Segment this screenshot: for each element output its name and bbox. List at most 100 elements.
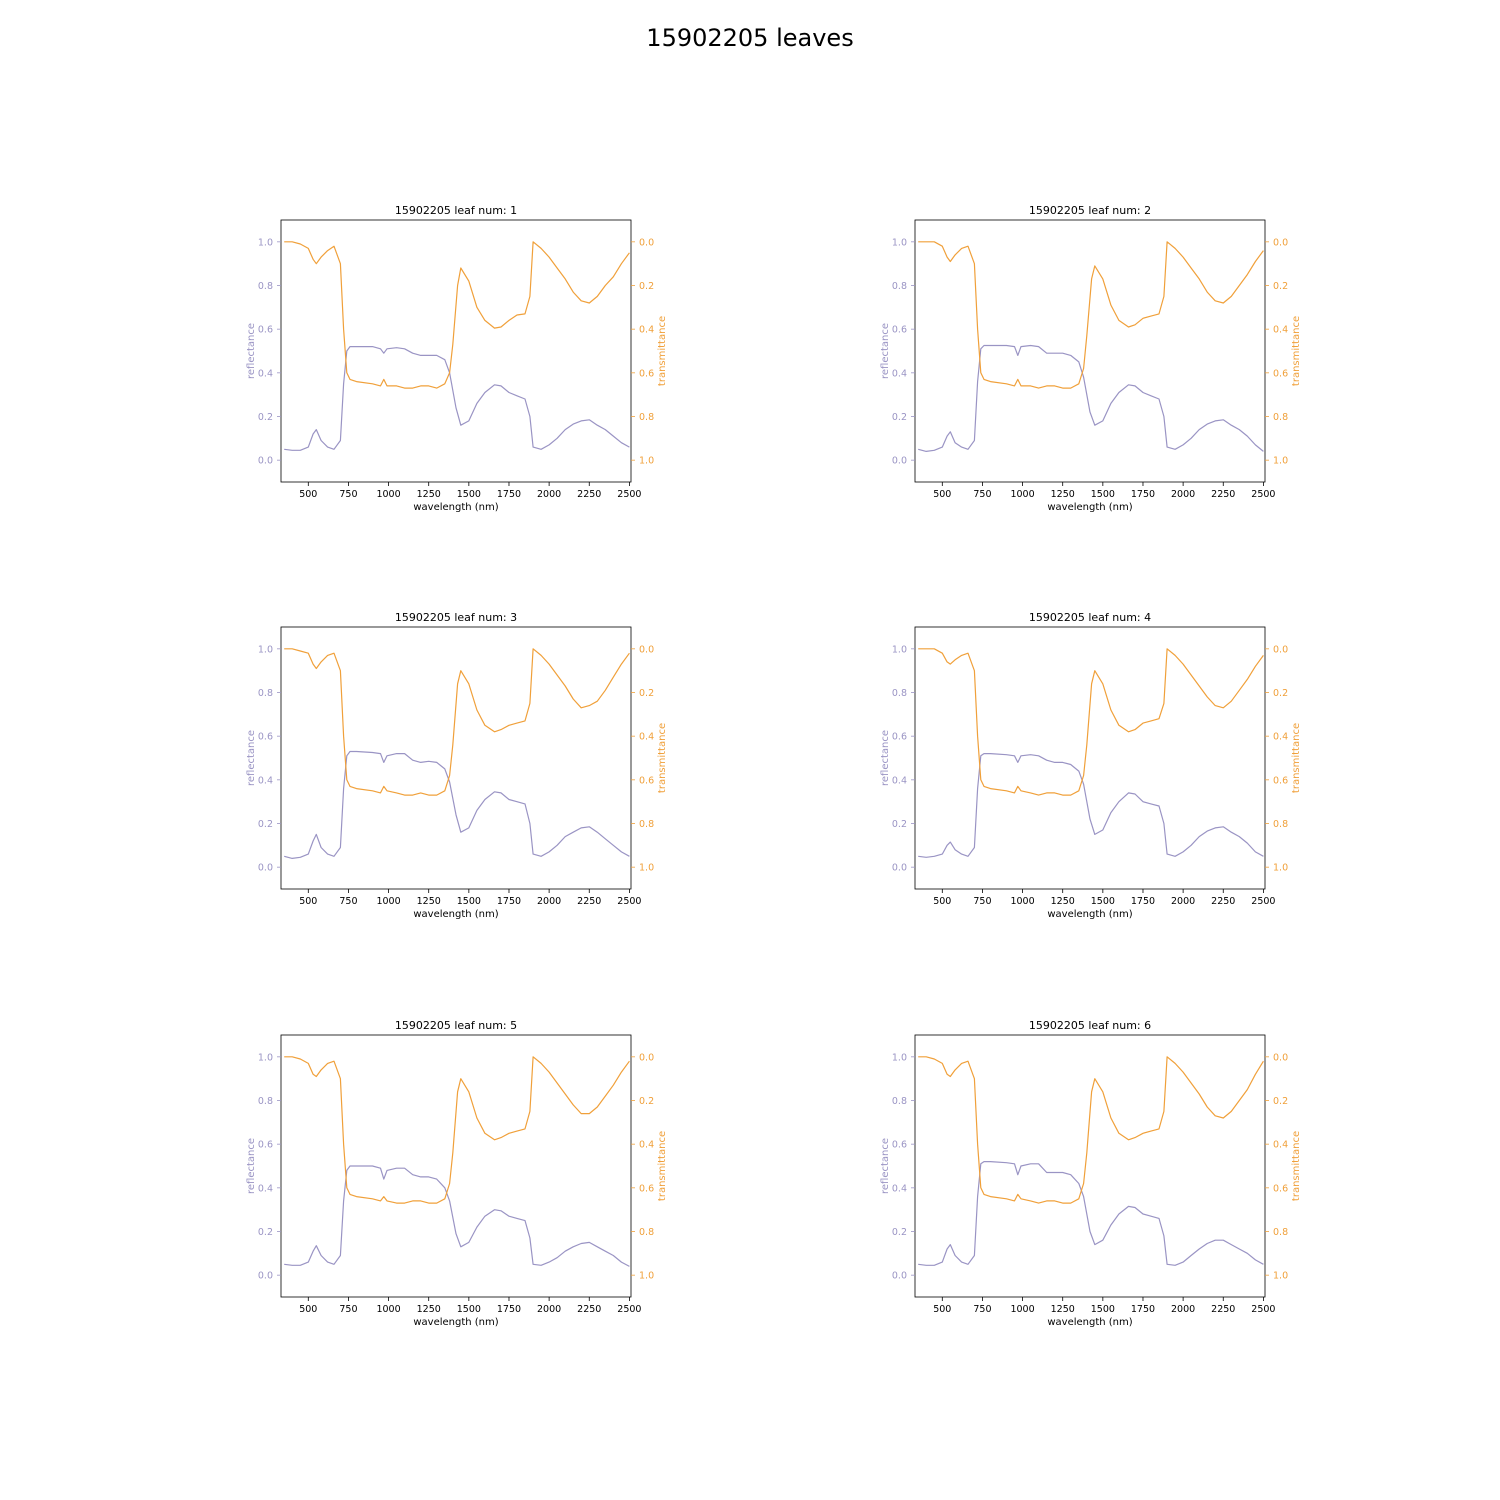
y-left-tick-label: 1.0 (258, 237, 273, 248)
x-axis-label: wavelength (nm) (413, 502, 498, 513)
x-tick-label: 1250 (1051, 1304, 1075, 1315)
y-right-tick-label: 0.6 (639, 1183, 654, 1194)
y-left-tick-label: 1.0 (258, 644, 273, 655)
y-left-tick-label: 1.0 (892, 644, 907, 655)
y-left-axis-label: reflectance (880, 730, 891, 786)
y-left-tick-label: 0.8 (258, 1096, 273, 1107)
x-tick-label: 500 (299, 1304, 317, 1315)
panel-title: 15902205 leaf num: 5 (395, 1019, 517, 1032)
panel-title: 15902205 leaf num: 2 (1029, 204, 1151, 217)
y-left-tick-label: 0.0 (892, 456, 907, 467)
y-left-tick-label: 0.0 (258, 1271, 273, 1282)
x-tick-label: 2000 (537, 896, 561, 907)
x-tick-label: 1250 (417, 896, 441, 907)
y-right-axis-label: transmittance (657, 1131, 668, 1201)
x-tick-label: 1000 (376, 489, 400, 500)
x-tick-label: 1750 (1131, 489, 1155, 500)
x-tick-label: 2250 (577, 896, 601, 907)
y-left-axis-label: reflectance (880, 323, 891, 379)
x-tick-label: 1000 (376, 1304, 400, 1315)
y-right-axis-label: transmittance (1291, 723, 1302, 793)
y-left-tick-label: 0.4 (892, 775, 907, 786)
x-tick-label: 750 (973, 896, 991, 907)
x-tick-label: 1250 (1051, 489, 1075, 500)
transmittance-line (918, 1056, 1264, 1204)
x-tick-label: 1750 (497, 896, 521, 907)
x-tick-label: 1750 (497, 1304, 521, 1315)
y-left-tick-label: 0.0 (258, 456, 273, 467)
y-left-axis-label: reflectance (880, 1138, 891, 1194)
y-right-tick-label: 0.6 (639, 775, 654, 786)
x-tick-label: 750 (339, 1304, 357, 1315)
y-left-axis-label: reflectance (246, 1138, 257, 1194)
x-tick-label: 2500 (1251, 896, 1275, 907)
x-tick-label: 1000 (376, 896, 400, 907)
x-tick-label: 1250 (417, 1304, 441, 1315)
y-left-tick-label: 0.8 (258, 281, 273, 292)
y-right-tick-label: 0.2 (1273, 688, 1288, 699)
y-right-axis-label: transmittance (1291, 316, 1302, 386)
x-tick-label: 2000 (1171, 489, 1195, 500)
y-right-tick-label: 0.0 (639, 1052, 654, 1063)
panel-title: 15902205 leaf num: 4 (1029, 611, 1151, 624)
x-tick-label: 2250 (1211, 1304, 1235, 1315)
y-right-tick-label: 0.4 (639, 325, 654, 336)
y-right-tick-label: 0.8 (1273, 1227, 1288, 1238)
chart-panel-6: 15902205 leaf num: 6 500 750 1000 1250 1500 17… (880, 1019, 1302, 1328)
y-right-tick-label: 1.0 (1273, 456, 1288, 467)
y-right-axis-label: transmittance (657, 723, 668, 793)
y-right-tick-label: 0.4 (639, 732, 654, 743)
y-left-tick-label: 0.0 (892, 1271, 907, 1282)
y-left-tick-label: 0.2 (892, 1227, 907, 1238)
x-axis-label: wavelength (nm) (1047, 1317, 1132, 1328)
panel-title: 15902205 leaf num: 6 (1029, 1019, 1151, 1032)
y-left-tick-label: 0.0 (258, 863, 273, 874)
y-right-tick-label: 0.2 (1273, 1096, 1288, 1107)
x-tick-label: 500 (933, 896, 951, 907)
y-left-tick-label: 1.0 (892, 237, 907, 248)
chart-panel-1: 15902205 leaf num: 1 500 750 1000 1250 1500 17… (246, 204, 668, 513)
y-left-axis-label: reflectance (246, 323, 257, 379)
x-tick-label: 750 (973, 1304, 991, 1315)
x-tick-label: 1250 (1051, 896, 1075, 907)
plot-frame (914, 219, 1266, 483)
x-tick-label: 2500 (617, 489, 641, 500)
y-left-tick-label: 0.4 (258, 368, 273, 379)
plot-frame (914, 626, 1266, 890)
x-tick-label: 1750 (1131, 896, 1155, 907)
transmittance-line (918, 241, 1264, 389)
y-right-tick-label: 0.2 (639, 688, 654, 699)
y-right-tick-label: 0.8 (639, 819, 654, 830)
y-left-tick-label: 0.6 (258, 325, 273, 336)
y-left-tick-label: 1.0 (892, 1052, 907, 1063)
x-tick-label: 1500 (1091, 896, 1115, 907)
x-axis-label: wavelength (nm) (1047, 502, 1132, 513)
x-tick-label: 2250 (577, 1304, 601, 1315)
y-right-tick-label: 0.4 (1273, 1140, 1288, 1151)
y-left-tick-label: 0.8 (892, 1096, 907, 1107)
chart-panel-2: 15902205 leaf num: 2 500 750 1000 1250 1500 17… (880, 204, 1302, 513)
y-right-tick-label: 0.8 (639, 1227, 654, 1238)
y-left-tick-label: 0.4 (258, 1183, 273, 1194)
y-right-tick-label: 0.4 (1273, 325, 1288, 336)
transmittance-line (284, 648, 630, 796)
y-right-tick-label: 0.0 (639, 237, 654, 248)
y-left-tick-label: 0.2 (258, 819, 273, 830)
x-tick-label: 1500 (1091, 1304, 1115, 1315)
x-axis-label: wavelength (nm) (1047, 909, 1132, 920)
x-tick-label: 1500 (457, 896, 481, 907)
y-right-tick-label: 0.6 (1273, 368, 1288, 379)
y-left-tick-label: 0.0 (892, 863, 907, 874)
y-right-tick-label: 0.8 (1273, 819, 1288, 830)
x-tick-label: 2000 (537, 1304, 561, 1315)
y-right-tick-label: 0.6 (1273, 775, 1288, 786)
y-left-tick-label: 0.6 (892, 325, 907, 336)
x-tick-label: 500 (933, 1304, 951, 1315)
x-tick-label: 1000 (1010, 489, 1034, 500)
y-right-tick-label: 0.2 (639, 1096, 654, 1107)
y-right-tick-label: 0.0 (639, 644, 654, 655)
transmittance-line (284, 241, 630, 389)
plot-frame (280, 1034, 632, 1298)
y-left-tick-label: 0.2 (892, 819, 907, 830)
